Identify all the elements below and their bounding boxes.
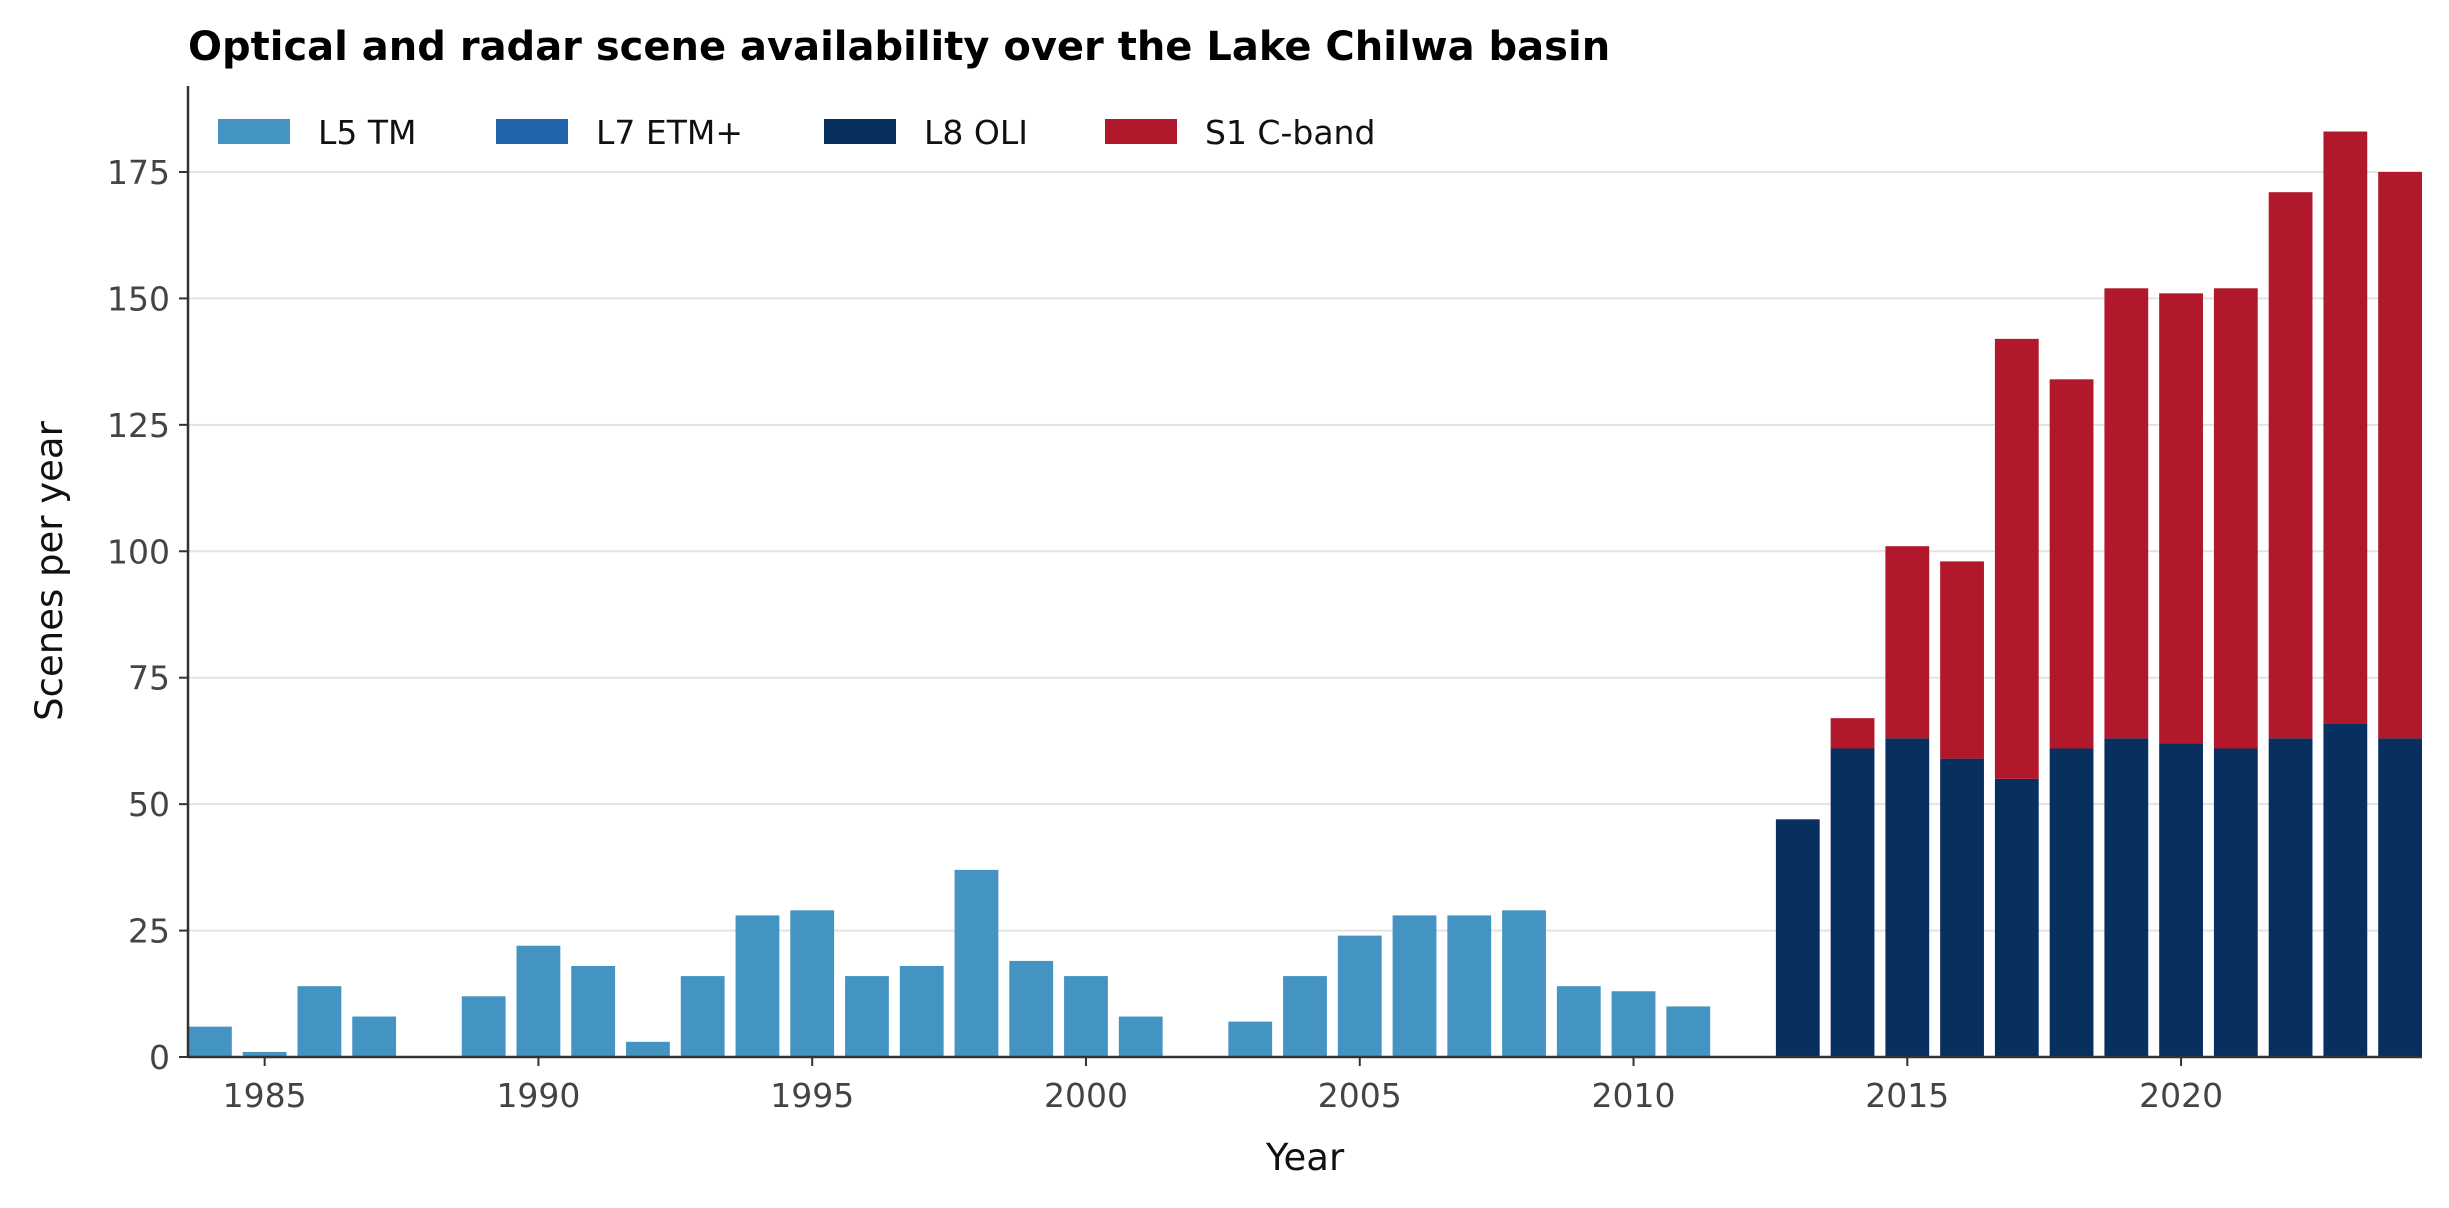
grid-lines [188, 170, 2422, 932]
bar-l5-tm-2001 [1118, 1016, 1163, 1057]
chart-title: Optical and radar scene availability ove… [188, 24, 1610, 70]
bar-l8-oli-2014 [1830, 748, 1875, 1057]
bar-l5-tm-1992 [626, 1041, 670, 1057]
bar-l8-oli-2015 [1885, 738, 1930, 1057]
bar-l8-oli-2024 [2378, 738, 2422, 1057]
bar-l5-tm-1989 [461, 996, 506, 1057]
y-axis-label: Scenes per year [28, 420, 71, 720]
bar-l5-tm-1985 [242, 1051, 287, 1057]
x-tick-label: 2020 [2139, 1076, 2223, 1115]
bar-l5-tm-2008 [1502, 910, 1546, 1057]
x-tick-label: 2015 [1865, 1076, 1949, 1115]
x-tick-label: 2010 [1592, 1076, 1676, 1115]
y-tick-label: 100 [107, 532, 170, 571]
bar-s1-c-band-2020 [2159, 293, 2203, 744]
y-tick-label: 150 [107, 279, 170, 318]
axes [186, 86, 2422, 1059]
legend-swatch [1105, 119, 1177, 144]
y-tick-label: 175 [107, 153, 170, 192]
bars [188, 131, 2422, 1057]
bar-l8-oli-2020 [2159, 743, 2203, 1057]
bar-l5-tm-2007 [1447, 915, 1492, 1057]
y-tick-label: 0 [149, 1038, 170, 1077]
bar-s1-c-band-2019 [2104, 288, 2149, 739]
bar-l5-tm-2006 [1392, 915, 1437, 1057]
bar-l5-tm-1997 [899, 965, 944, 1057]
y-ticks: 0 25 50 75 100 125 150 175 [107, 153, 188, 1077]
bar-l5-tm-1984 [188, 1026, 232, 1057]
bar-l5-tm-1996 [845, 976, 889, 1057]
bar-s1-c-band-2024 [2378, 171, 2422, 739]
x-tick-label: 1990 [496, 1076, 580, 1115]
legend-swatch [218, 119, 290, 144]
bar-l5-tm-1991 [571, 965, 616, 1057]
bar-s1-c-band-2014 [1830, 718, 1875, 749]
bar-l5-tm-2005 [1337, 935, 1382, 1057]
bar-l5-tm-1998 [954, 869, 999, 1057]
y-tick-label: 50 [128, 785, 170, 824]
bar-l5-tm-1993 [680, 976, 725, 1057]
bar-l8-oli-2013 [1775, 819, 1820, 1057]
x-tick-label: 2005 [1318, 1076, 1402, 1115]
bar-l5-tm-1994 [735, 915, 780, 1057]
bar-l5-tm-2009 [1556, 986, 1601, 1057]
legend-label: L5 TM [318, 113, 417, 152]
bar-l5-tm-2003 [1228, 1021, 1273, 1057]
bar-l5-tm-1999 [1009, 960, 1054, 1057]
legend-label: S1 C-band [1205, 113, 1375, 152]
bar-l5-tm-1995 [790, 910, 835, 1057]
bar-l5-tm-1990 [516, 945, 561, 1057]
legend-swatch [824, 119, 896, 144]
bar-s1-c-band-2023 [2323, 131, 2368, 724]
legend-swatch [496, 119, 568, 144]
y-tick-label: 25 [128, 912, 170, 951]
bar-s1-c-band-2021 [2213, 288, 2258, 749]
bar-l5-tm-1987 [352, 1016, 397, 1057]
bar-l8-oli-2019 [2104, 738, 2149, 1057]
bar-l5-tm-2010 [1611, 991, 1656, 1057]
x-tick-label: 1985 [223, 1076, 307, 1115]
legend: L5 TM L7 ETM+ L8 OLI S1 C-band [218, 113, 1375, 152]
x-tick-label: 2000 [1044, 1076, 1128, 1115]
bar-s1-c-band-2017 [1994, 338, 2039, 779]
bar-s1-c-band-2018 [2049, 379, 2094, 749]
x-axis-label: Year [1265, 1136, 1345, 1179]
bar-l5-tm-2011 [1666, 1006, 1711, 1057]
y-tick-label: 75 [128, 659, 170, 698]
bar-l8-oli-2017 [1994, 778, 2039, 1057]
x-ticks: 1985 1990 1995 2000 2005 2010 2015 2020 [223, 1057, 2223, 1115]
bar-l8-oli-2022 [2268, 738, 2313, 1057]
legend-label: L7 ETM+ [596, 113, 743, 152]
bar-l5-tm-1986 [297, 986, 342, 1057]
bar-l5-tm-2004 [1283, 976, 1327, 1057]
bar-l8-oli-2023 [2323, 723, 2368, 1057]
bar-l5-tm-2000 [1064, 976, 1108, 1057]
x-tick-label: 1995 [770, 1076, 854, 1115]
bar-l8-oli-2016 [1940, 758, 1984, 1057]
bar-s1-c-band-2016 [1940, 561, 1984, 759]
bar-s1-c-band-2015 [1885, 546, 1930, 739]
bar-l8-oli-2021 [2213, 748, 2258, 1057]
legend-label: L8 OLI [924, 113, 1028, 152]
y-tick-label: 125 [107, 406, 170, 445]
bar-s1-c-band-2022 [2268, 192, 2313, 739]
bar-l8-oli-2018 [2049, 748, 2094, 1057]
